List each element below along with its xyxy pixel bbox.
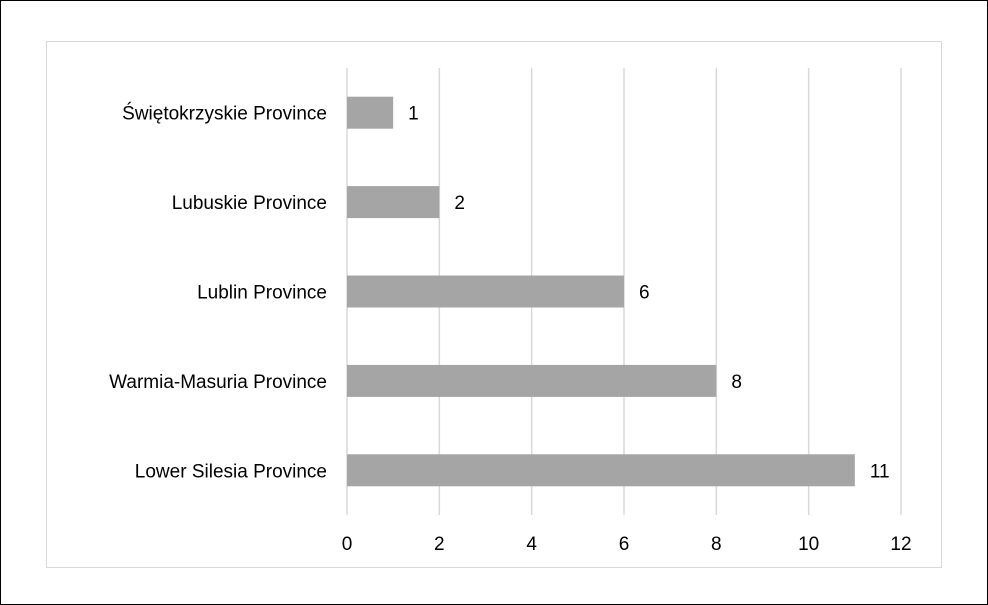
data-label: 11 — [870, 461, 890, 482]
x-tick-label: 10 — [798, 534, 819, 555]
x-tick-label: 2 — [434, 534, 445, 555]
bar — [347, 96, 394, 129]
data-label: 6 — [639, 283, 650, 304]
data-label: 1 — [408, 104, 419, 125]
labels: 0 2 4 6 8 10 12 Świętokrzyskie Province 1 Lubuski… — [109, 103, 911, 555]
data-label: 2 — [454, 193, 465, 214]
bars — [347, 96, 855, 487]
bar — [347, 364, 717, 397]
category-label: Lower Silesia Province — [135, 461, 327, 482]
x-tick-label: 8 — [711, 534, 722, 555]
category-label: Lubuskie Province — [172, 193, 327, 214]
bar — [347, 454, 855, 487]
data-label: 8 — [731, 372, 742, 393]
x-tick-label: 4 — [526, 534, 537, 555]
category-label: Świętokrzyskie Province — [122, 103, 327, 125]
bar — [347, 275, 624, 308]
category-label: Lublin Province — [197, 283, 327, 304]
category-label: Warmia-Masuria Province — [109, 372, 327, 393]
x-tick-label: 6 — [619, 534, 630, 555]
x-tick-label: 12 — [890, 534, 911, 555]
x-tick-label: 0 — [342, 534, 353, 555]
bar — [347, 186, 440, 219]
